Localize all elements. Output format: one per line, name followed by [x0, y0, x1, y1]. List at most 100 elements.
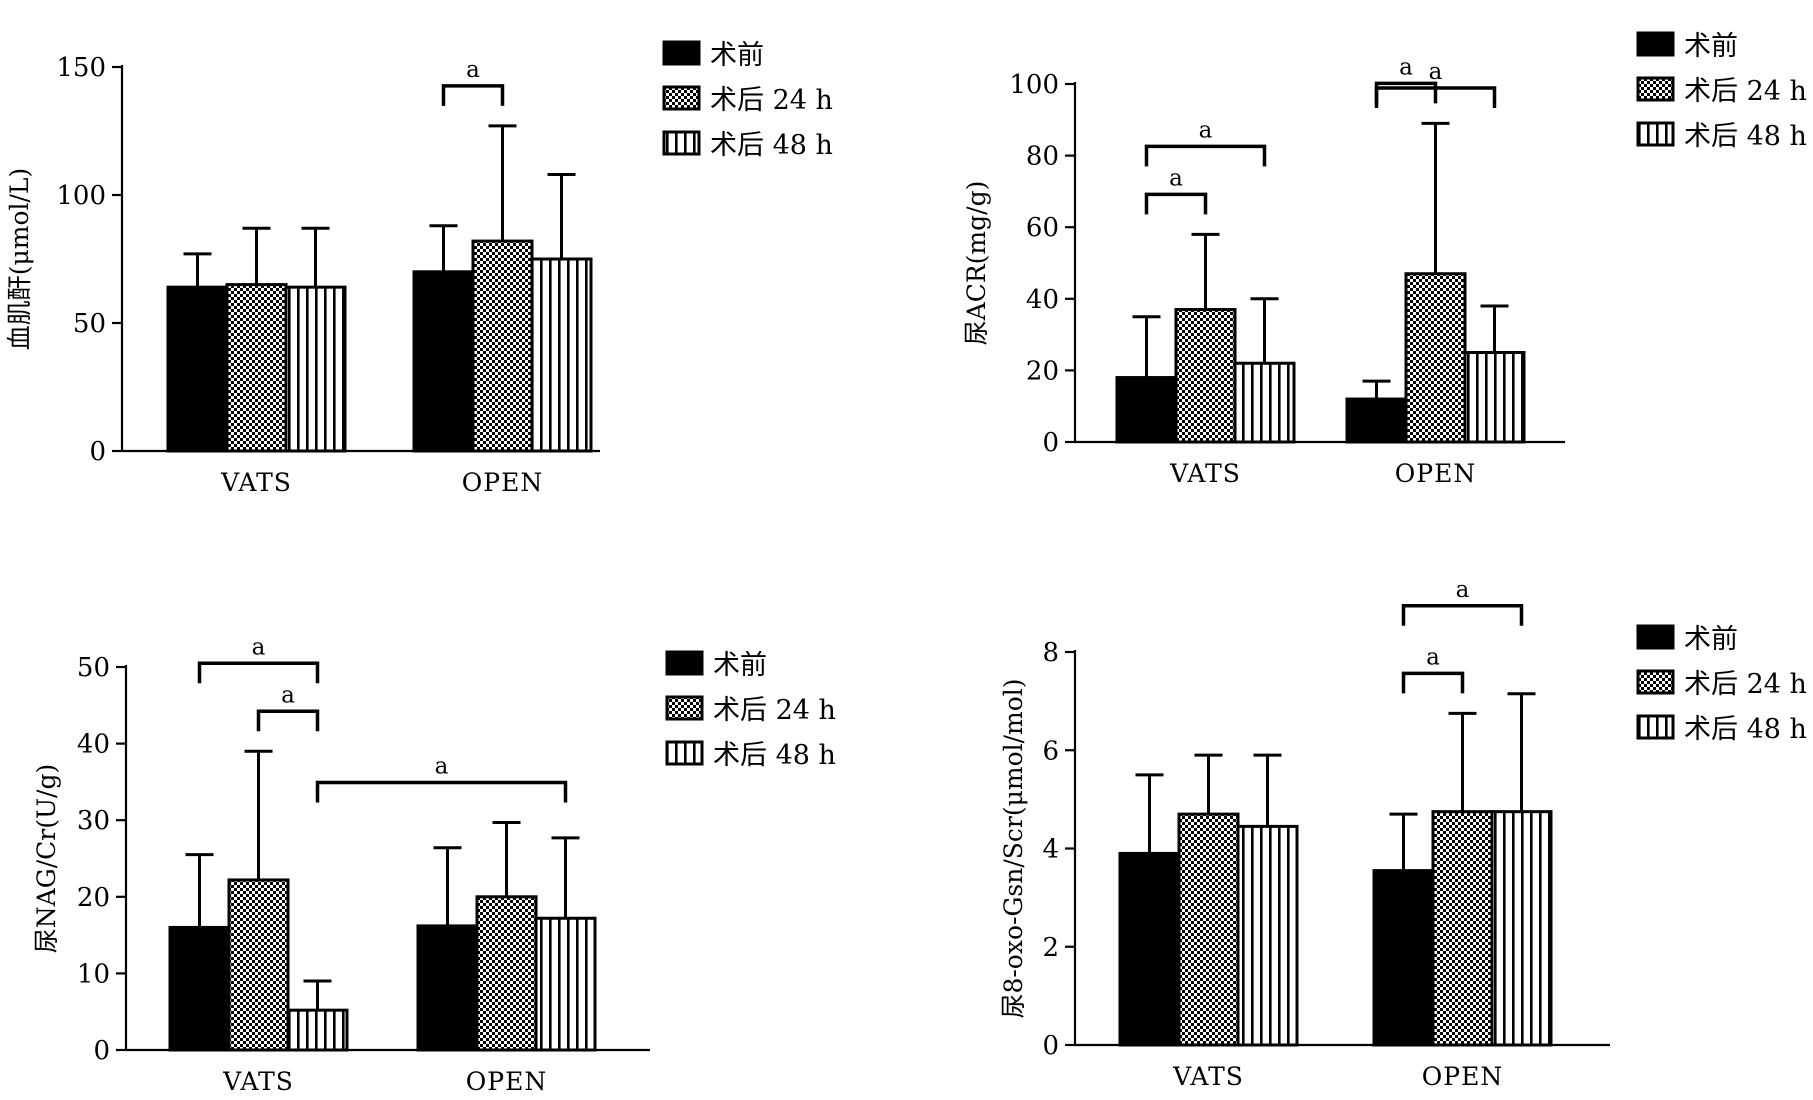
bar-solid-vats [1118, 851, 1181, 1047]
significance-label: a [281, 682, 295, 708]
bar-vstripe-open [530, 257, 593, 453]
bar-solid-vats [168, 925, 231, 1052]
significance-label: a [1456, 577, 1470, 603]
y-tick-label: 150 [56, 53, 106, 83]
x-category-label: OPEN [462, 468, 543, 497]
bar-vstripe-open [1490, 810, 1553, 1047]
legend-swatch-solid [662, 40, 701, 66]
bar-vstripe-vats [1233, 361, 1296, 444]
y-tick-label: 4 [1042, 835, 1059, 865]
significance-bracket: a [197, 634, 320, 684]
legend-swatch-vstripe [1636, 714, 1675, 740]
bar-checker-open [471, 239, 534, 453]
significance-label: a [466, 57, 480, 83]
bar-checker-vats [225, 283, 288, 453]
bar-checker-open [1431, 810, 1494, 1047]
significance-label: a [1199, 117, 1213, 143]
y-tick-label: 0 [93, 1036, 110, 1066]
bar-checker-vats [227, 878, 290, 1052]
legend-label: 术后 24 h [710, 85, 833, 116]
chart-panel-4: 0 2 4 6 8 尿8-oxo-Gsn/Scr(μmol/mol) VATS OPEN a a 术… [999, 577, 1807, 1091]
legend-swatch-vstripe [662, 130, 701, 156]
y-tick-label: 100 [56, 181, 106, 211]
legend-swatch-solid [1636, 31, 1675, 57]
y-tick-label: 8 [1042, 638, 1059, 668]
bar-solid-open [412, 270, 475, 453]
legend-label: 术后 48 h [710, 130, 833, 161]
legend-swatch-checker [665, 695, 704, 721]
y-tick-label: 40 [77, 730, 110, 760]
bar-solid-vats [166, 285, 229, 453]
bar-checker-open [475, 895, 538, 1052]
bar-vstripe-open [1463, 351, 1526, 444]
bar-checker-vats [1174, 308, 1237, 444]
legend-label: 术前 [1684, 31, 1738, 62]
y-tick-label: 60 [1026, 213, 1059, 243]
bar-solid-open [1372, 869, 1435, 1047]
significance-bracket: a [1144, 165, 1208, 215]
y-tick-label: 100 [1009, 70, 1059, 100]
x-category-label: VATS [222, 1067, 294, 1096]
significance-label: a [1169, 165, 1183, 191]
legend-label: 术前 [1684, 624, 1738, 655]
y-axis-label: 尿NAG/Cr(U/g) [32, 764, 61, 953]
legend-label: 术前 [710, 40, 764, 71]
legend-label: 术后 24 h [1684, 669, 1807, 700]
significance-bracket: a [1374, 54, 1438, 104]
bar-vstripe-vats [284, 285, 347, 453]
significance-bracket: a [441, 57, 505, 106]
significance-bracket: a [256, 682, 320, 732]
significance-bracket: a [1401, 577, 1524, 626]
significance-label: a [1399, 54, 1413, 80]
y-axis-label: 尿8-oxo-Gsn/Scr(μmol/mol) [999, 678, 1028, 1018]
y-tick-label: 40 [1026, 285, 1059, 315]
bar-solid-open [1345, 397, 1408, 444]
y-tick-label: 0 [89, 437, 106, 467]
legend-label: 术后 24 h [1684, 76, 1807, 107]
legend-swatch-solid [665, 650, 704, 676]
legend-swatch-vstripe [665, 740, 704, 766]
legend-label: 术前 [713, 650, 767, 681]
legend-swatch-checker [1636, 76, 1675, 102]
legend-label: 术后 24 h [713, 695, 836, 726]
significance-label: a [1429, 59, 1443, 85]
bar-solid-vats [1115, 376, 1178, 444]
legend-swatch-checker [662, 85, 701, 111]
y-axis-label: 血肌酐(μmol/L) [5, 168, 34, 351]
x-category-label: VATS [1169, 459, 1241, 488]
bar-vstripe-vats [1236, 824, 1299, 1047]
y-tick-label: 2 [1042, 933, 1059, 963]
y-tick-label: 30 [77, 806, 110, 836]
y-tick-label: 20 [77, 883, 110, 913]
bar-checker-vats [1177, 812, 1240, 1047]
y-tick-label: 6 [1042, 736, 1059, 766]
y-tick-label: 20 [1026, 356, 1059, 386]
x-category-label: OPEN [1395, 459, 1476, 488]
significance-label: a [435, 753, 449, 779]
significance-bracket: a [1374, 59, 1497, 108]
x-category-label: VATS [1172, 1062, 1244, 1091]
bar-checker-open [1404, 272, 1467, 444]
significance-bracket: a [1144, 117, 1267, 167]
y-tick-label: 50 [77, 653, 110, 683]
y-tick-label: 0 [1042, 428, 1059, 458]
x-category-label: OPEN [1422, 1062, 1503, 1091]
y-tick-label: 50 [73, 309, 106, 339]
legend-label: 术后 48 h [713, 740, 836, 771]
bar-vstripe-vats [286, 1008, 349, 1052]
significance-bracket: a [1401, 644, 1465, 694]
y-axis-label: 尿ACR(mg/g) [962, 181, 991, 346]
legend-swatch-checker [1636, 669, 1675, 695]
y-tick-label: 10 [77, 959, 110, 989]
legend-label: 术后 48 h [1684, 714, 1807, 745]
bar-solid-open [416, 924, 479, 1052]
bar-vstripe-open [534, 916, 597, 1052]
significance-bracket: a [315, 753, 568, 803]
